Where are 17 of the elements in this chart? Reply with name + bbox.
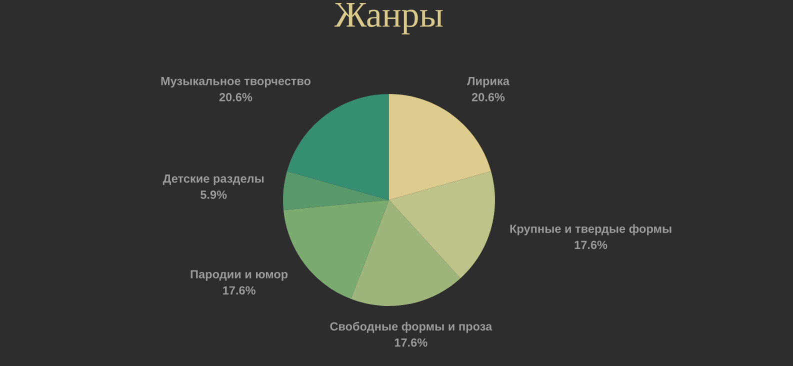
slice-label: Свободные формы и проза xyxy=(330,322,492,333)
slice-label: Музыкальное творчество xyxy=(161,76,311,88)
slice-label: Крупные и твердые формы xyxy=(510,224,672,236)
data-label: 17.6% xyxy=(223,286,256,295)
pie-slice xyxy=(350,200,460,306)
pie-slice xyxy=(283,171,389,210)
data-label: 5.9% xyxy=(200,190,227,199)
pie-slice xyxy=(286,94,389,200)
slice-label: Лирика xyxy=(467,76,510,88)
chart-title: Жанры xyxy=(334,3,443,34)
data-label: 17.6% xyxy=(394,338,428,347)
slice-label: Пародии и юмор xyxy=(190,270,288,281)
data-label: 17.6% xyxy=(574,240,608,250)
data-label: 20.6% xyxy=(472,92,505,102)
pie-slice xyxy=(389,171,495,278)
data-label: 20.6% xyxy=(219,92,252,102)
slice-label: Детские разделы xyxy=(162,174,264,186)
